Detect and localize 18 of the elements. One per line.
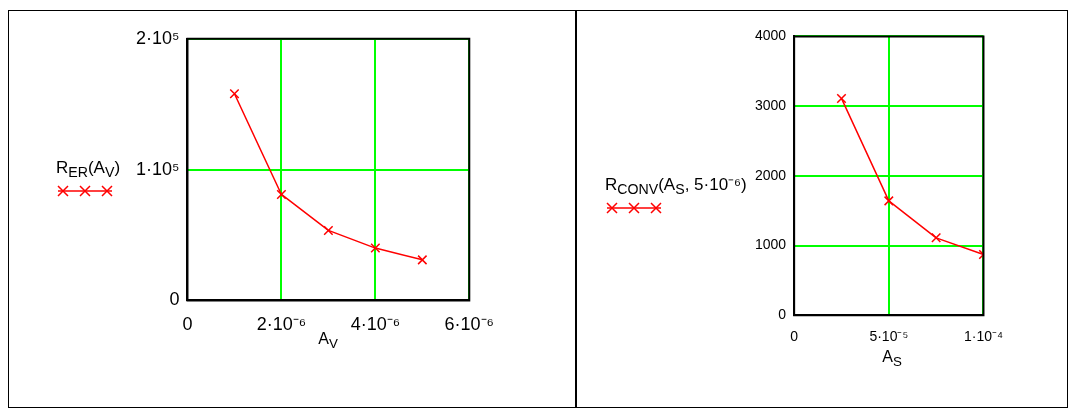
y-tick-label: 1000 — [754, 236, 787, 253]
x-tick-label: 6·10⁻⁶ — [444, 314, 494, 335]
text: R$_{ER}$(A$_{V}$) — [56, 158, 121, 181]
y-tick-label: 3000 — [754, 96, 787, 113]
y-tick-label: 4000 — [754, 27, 787, 44]
x-tick-label: 0 — [182, 314, 193, 335]
x-tick-label: 1·10⁻⁴ — [963, 328, 1004, 345]
y-tick-label: 1·10⁵ — [135, 158, 180, 179]
y-tick-label: 0 — [169, 289, 180, 310]
x-tick-label: 2·10⁻⁶ — [256, 314, 307, 335]
x-tick-label: 5·10⁻⁵ — [869, 328, 909, 345]
y-tick-label: 2000 — [754, 166, 787, 183]
y-tick-label: 2·10⁵ — [135, 27, 180, 48]
x-axis-title: A$_{V}$ — [318, 330, 338, 352]
x-axis-title: A$_{S}$ — [881, 348, 903, 370]
text: R$_{CONV}$(A$_{S}$, 5·10⁻⁶) — [605, 175, 747, 198]
x-tick-label: 0 — [790, 328, 799, 345]
x-tick-label: 4·10⁻⁶ — [350, 314, 401, 335]
